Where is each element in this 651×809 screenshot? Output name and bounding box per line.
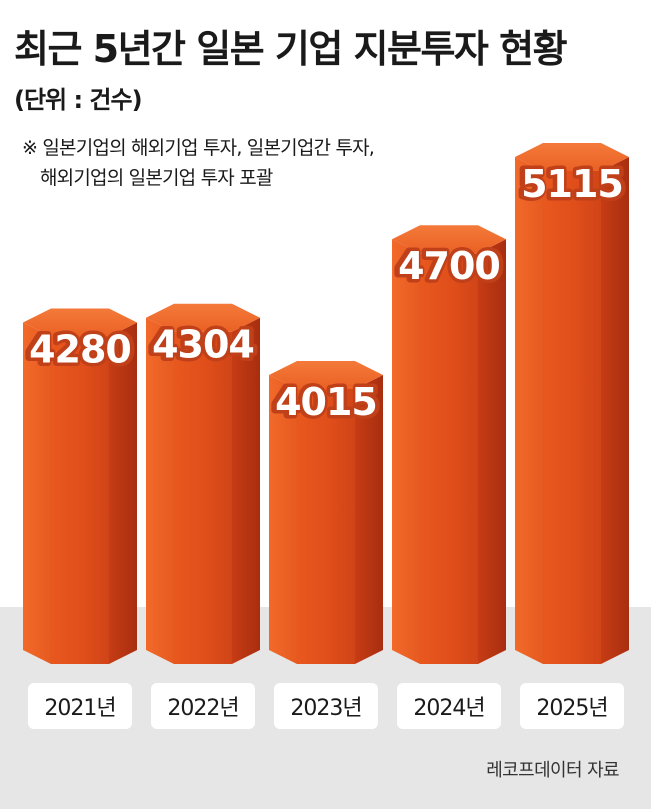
bar-top-cap [269,361,383,389]
bar-top-cap [392,225,506,254]
bar-front-face [297,389,355,664]
bar-left-face [23,322,51,664]
category-label-box [274,683,378,729]
category-label-box [151,683,255,729]
bar-value-label: 4700 [398,244,500,288]
footnote-line-2: 해외기업의 일본기업 투자 포괄 [40,167,273,189]
category-label: 2023년 [290,696,361,721]
bar-right-face [355,375,383,664]
bar-value-outline: 4700 [396,244,502,288]
category-label-box [520,683,624,729]
footnote-line-1: ※ 일본기업의 해외기업 투자, 일본기업간 투자, [22,137,375,159]
bar-right-face [232,317,260,664]
footnote: ※ 일본기업의 해외기업 투자, 일본기업간 투자, 해외기업의 일본기업 투자… [22,133,375,193]
bar-top-cap [515,143,629,171]
bar-value-outline: 4304 [150,323,256,367]
bar-front-face [543,171,601,664]
bar-value-outline: 4015 [273,380,379,424]
category-label: 2021년 [44,696,115,721]
bar-left-face [269,375,297,664]
bar-right-face [109,322,137,664]
bar-left-face [515,157,543,664]
bars-group: 428042802021년430443042022년401540152023년4… [23,143,629,729]
bar-value-label: 4304 [152,323,254,367]
category-label: 2025년 [536,696,607,721]
bar-left-face [392,239,420,664]
bar-value-label: 4280 [29,327,131,371]
bar-left-face [146,317,174,664]
bar-front-face [174,331,232,664]
bar-front-face [420,253,478,664]
bar-right-face [601,157,629,664]
category-label-box [397,683,501,729]
bar-top-cap [146,303,260,332]
category-label: 2022년 [167,696,238,721]
category-label: 2024년 [413,696,484,721]
category-label-box [28,683,132,729]
bar-value-label: 5115 [521,162,623,206]
source-label: 레코프데이터 자료 [486,760,619,781]
chart-title: 최근 5년간 일본 기업 지분투자 현황 [14,27,568,71]
unit-label: (단위 : 건수) [14,86,143,114]
bar-value-outline: 5115 [519,162,625,206]
bar-value-label: 4015 [275,380,377,424]
bar-right-face [478,239,506,664]
bar-front-face [51,336,109,664]
bar-top-cap [23,308,137,337]
bar-value-outline: 4280 [27,327,133,371]
